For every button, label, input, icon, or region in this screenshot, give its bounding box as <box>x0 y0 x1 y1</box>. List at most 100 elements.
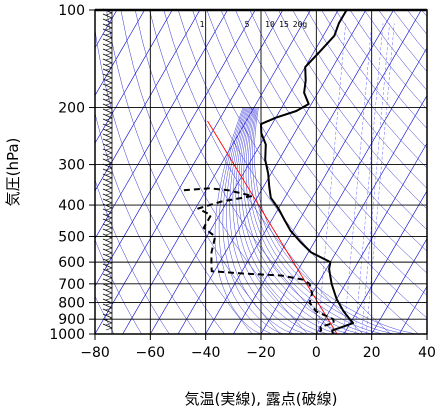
wind-barb-flag <box>105 202 113 206</box>
wind-barb-flag <box>102 278 113 284</box>
dry-adiabat-line <box>134 10 308 334</box>
wind-barb-flag <box>105 277 113 281</box>
wind-barb-flag <box>105 212 113 216</box>
wind-barb-flag <box>105 197 113 201</box>
dry-adiabat-line <box>106 10 253 334</box>
dry-adiabat-line <box>206 10 427 319</box>
wind-barb-flag <box>102 83 113 89</box>
wind-barb-flag <box>102 213 113 219</box>
sounding-profiles <box>183 10 355 334</box>
mixing-ratio-line <box>317 23 346 334</box>
wind-barb-flag <box>102 293 113 299</box>
wind-barb-flag <box>102 233 113 239</box>
wind-barb-flag <box>105 102 113 106</box>
wind-barb-flag <box>105 282 113 286</box>
x-tick-label: −60 <box>136 345 166 361</box>
wind-barb-flag <box>102 228 113 234</box>
wind-barb-flag <box>105 302 113 306</box>
wind-barb-flag <box>105 217 113 221</box>
wind-barb-flag <box>102 303 113 309</box>
wind-barb-flag <box>105 182 113 186</box>
wind-barb-flag <box>105 107 113 111</box>
mixing-ratio-line <box>366 23 395 334</box>
wind-barb-flag <box>102 268 113 274</box>
wind-barb-flag <box>105 287 113 291</box>
wind-barb-flag <box>105 172 113 176</box>
wind-barb-flag <box>102 68 113 74</box>
wind-barb-flag <box>105 242 113 246</box>
wind-barb-flag <box>105 227 113 231</box>
wind-barb-flag <box>102 108 113 114</box>
wind-barb-flag <box>105 137 113 141</box>
wind-barb-flag <box>102 103 113 109</box>
wind-barb-flag <box>102 248 113 254</box>
wind-barb-flag <box>105 87 113 91</box>
wind-barb-flag <box>105 122 113 126</box>
wind-barb-flag <box>102 38 113 44</box>
isotherm-line <box>95 10 173 144</box>
dry-adiabat-line <box>192 10 419 334</box>
mixing-ratio-labels: 1 5 10 15 20g <box>200 20 308 29</box>
dry-adiabat-line <box>292 10 427 189</box>
mixing-ratio-line <box>361 23 390 334</box>
wind-barb-flag <box>105 147 113 151</box>
wind-barb-flag <box>105 82 113 86</box>
wind-barb-flag <box>102 158 113 164</box>
wind-barb-flag <box>105 292 113 296</box>
mixing-ratio-label: 5 <box>245 20 250 29</box>
wind-barb-flag <box>105 37 113 41</box>
wind-barb-flag <box>102 73 113 79</box>
dry-adiabat-line <box>321 10 427 149</box>
wind-barb-flag <box>105 247 113 251</box>
y-tick-label: 100 <box>58 3 85 19</box>
wind-barb-flag <box>102 98 113 104</box>
wind-barb-flag <box>102 288 113 294</box>
y-tick-label: 200 <box>58 101 85 117</box>
wind-barb-flag <box>105 257 113 261</box>
wind-barb-flag <box>102 173 113 179</box>
wind-barb-flag <box>102 88 113 94</box>
x-tick-label: −40 <box>191 345 221 361</box>
dry-adiabat-line <box>149 10 336 334</box>
wind-barb-flag <box>102 163 113 169</box>
wind-barb-flag <box>105 142 113 146</box>
mixing-ratio-label: 1 <box>200 20 205 29</box>
dry-adiabat-line <box>306 10 427 169</box>
dry-adiabat-line <box>95 179 170 334</box>
wind-barb-flag <box>105 97 113 101</box>
wind-barb-flag <box>105 57 113 61</box>
wind-barb-flag <box>105 117 113 121</box>
dewpoint-profile-line <box>183 187 335 334</box>
isotherm-line <box>95 10 228 240</box>
wind-barb-flag <box>105 132 113 136</box>
x-axis-label: 気温(実線), 露点(破線) <box>185 390 338 408</box>
wind-barb-flag <box>102 313 113 319</box>
wind-barb-flag <box>102 78 113 84</box>
wind-barb-flag <box>105 232 113 236</box>
wind-barb-flag <box>105 42 113 46</box>
wind-barb-flag <box>105 152 113 156</box>
wind-barb-flag <box>102 243 113 249</box>
wind-barb-flag <box>105 92 113 96</box>
wind-barb-flag <box>102 238 113 244</box>
wind-barb-flag <box>105 312 113 316</box>
isotherm-line <box>95 10 201 192</box>
isotherm-line <box>343 190 427 334</box>
wind-barb-flag <box>102 58 113 64</box>
isotherm-line <box>316 142 427 334</box>
wind-barb-flag <box>102 153 113 159</box>
y-tick-label: 400 <box>58 198 85 214</box>
temperature-profile-line <box>260 10 355 334</box>
wind-barb-flag <box>105 252 113 256</box>
y-tick-label: 900 <box>58 312 85 328</box>
wind-barb-flag <box>102 168 113 174</box>
wind-barb-flag <box>105 62 113 66</box>
wind-barb-flag <box>105 77 113 81</box>
wind-barb-flag <box>102 13 113 19</box>
wind-barb-flag <box>105 222 113 226</box>
dry-adiabat-line <box>95 239 142 334</box>
wind-barb-flag <box>105 17 113 21</box>
wind-barb-flag <box>102 283 113 289</box>
mixing-ratio-line <box>354 23 384 334</box>
